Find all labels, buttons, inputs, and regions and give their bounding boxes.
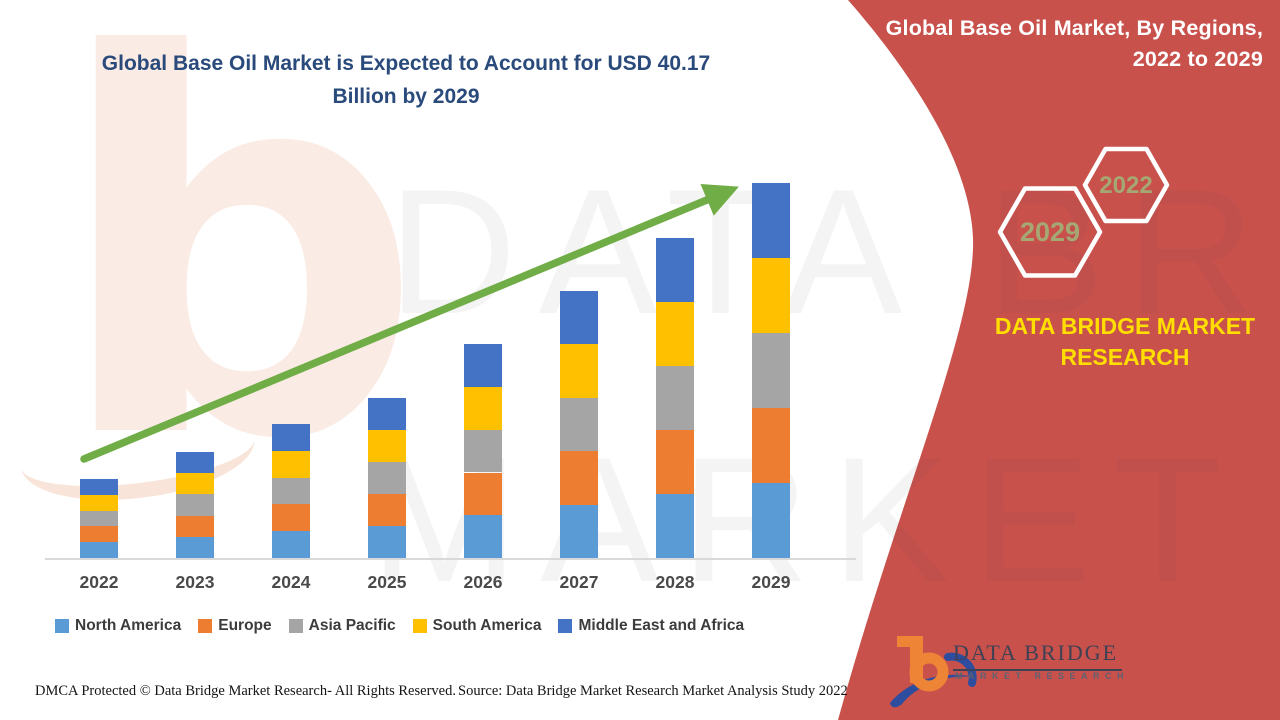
brand-text-line2: RESEARCH (1060, 344, 1190, 370)
company-logo-name: DATA BRIDGE (953, 640, 1123, 671)
bar-segment-2023-europe (176, 515, 214, 537)
bar-segment-2027-middle-east-and-africa (560, 291, 598, 345)
bar-segment-2026-asia-pacific (464, 429, 502, 473)
bar-segment-2023-asia-pacific (176, 494, 214, 516)
bar-segment-2025-asia-pacific (368, 461, 406, 494)
brand-text-line1: DATA BRIDGE MARKET (994, 313, 1256, 339)
legend-item-north-america: North America (55, 617, 181, 635)
bar-segment-2028-europe (656, 429, 694, 494)
hexagon-2029 (997, 186, 1103, 278)
legend-label-middle-east-and-africa: Middle East and Africa (578, 617, 745, 634)
x-axis-label-2025: 2025 (367, 572, 407, 592)
source-note: Source: Data Bridge Market Research Mark… (458, 683, 848, 699)
legend-swatch-europe (198, 619, 213, 633)
x-axis-label-2029: 2029 (751, 572, 791, 592)
bar-segment-2027-europe (560, 451, 598, 505)
bar-segment-2027-south-america (560, 344, 598, 398)
bar-segment-2029-middle-east-and-africa (752, 183, 790, 259)
legend-item-asia-pacific: Asia Pacific (288, 617, 396, 635)
brand-watermark-line2: MARKET RESEARCH (370, 420, 1280, 619)
hexagon-2022-label: 2022 (1099, 172, 1152, 199)
legend-swatch-south-america (412, 619, 427, 633)
bar-segment-2022-europe (80, 526, 118, 543)
bar-segment-2026-south-america (464, 387, 502, 430)
bar-segment-2028-south-america (656, 301, 694, 366)
bar-segment-2028-middle-east-and-africa (656, 237, 694, 302)
hexagon-2022 (1082, 146, 1170, 224)
bar-segment-2025-europe (368, 494, 406, 526)
legend-swatch-middle-east-and-africa (558, 619, 573, 633)
bar-segment-2029-south-america (752, 258, 790, 334)
bar-segment-2024-europe (272, 504, 310, 532)
page-title-line2: Billion by 2029 (332, 85, 480, 108)
company-logo-icon (890, 636, 977, 708)
legend-label-north-america: North America (75, 617, 182, 634)
bar-segment-2025-middle-east-and-africa (368, 397, 406, 430)
page-title-line1: Global Base Oil Market is Expected to Ac… (101, 52, 711, 75)
bar-segment-2025-north-america (368, 526, 406, 558)
bar-segment-2023-north-america (176, 536, 214, 558)
chart-legend: North America Europe Asia Pacific South Ame… (55, 617, 744, 635)
hexagon-2029-label: 2029 (1020, 217, 1080, 247)
x-axis-label-2022: 2022 (79, 572, 119, 592)
x-axis-line (45, 558, 856, 560)
legend-item-south-america: South America (412, 617, 542, 635)
dmca-notice: DMCA Protected © Data Bridge Market Rese… (35, 683, 456, 699)
bar-segment-2022-middle-east-and-africa (80, 479, 118, 495)
bar-segment-2025-south-america (368, 429, 406, 462)
legend-label-asia-pacific: Asia Pacific (308, 617, 396, 634)
x-axis-label-2023: 2023 (175, 572, 215, 592)
bar-segment-2022-north-america (80, 542, 118, 558)
bar-segment-2024-north-america (272, 531, 310, 558)
panel-heading-line2: 2022 to 2029 (1132, 47, 1263, 71)
bar-segment-2028-asia-pacific (656, 365, 694, 430)
company-logo-tagline: MARKET RESEARCH (955, 671, 1130, 681)
bar-segment-2029-europe (752, 408, 790, 484)
legend-label-europe: Europe (218, 617, 272, 634)
bar-segment-2024-south-america (272, 450, 310, 478)
bar-segment-2023-south-america (176, 473, 214, 495)
bar-segment-2022-asia-pacific (80, 510, 118, 527)
x-axis-label-2028: 2028 (655, 572, 695, 592)
bar-segment-2027-north-america (560, 504, 598, 558)
legend-item-europe: Europe (198, 617, 272, 635)
panel-heading-line1: Global Base Oil Market, By Regions, (885, 16, 1263, 40)
bar-segment-2027-asia-pacific (560, 397, 598, 452)
x-axis-label-2024: 2024 (271, 572, 311, 592)
panel-heading: Global Base Oil Market, By Regions, 2022… (763, 13, 1263, 75)
legend-label-south-america: South America (432, 617, 542, 634)
bar-segment-2029-asia-pacific (752, 333, 790, 409)
year-hexagons: 2029 2022 (997, 146, 1170, 278)
bar-segment-2029-north-america (752, 483, 790, 558)
x-axis-label-2027: 2027 (559, 572, 599, 592)
bar-segment-2026-north-america (464, 515, 502, 558)
brand-text: DATA BRIDGE MARKET RESEARCH (985, 311, 1265, 373)
legend-swatch-asia-pacific (288, 619, 303, 633)
bar-segment-2028-north-america (656, 494, 694, 558)
bar-segment-2026-europe (464, 472, 502, 516)
bar-segment-2026-middle-east-and-africa (464, 344, 502, 387)
bar-segment-2023-middle-east-and-africa (176, 452, 214, 474)
legend-item-middle-east-and-africa: Middle East and Africa (558, 617, 744, 635)
page-title: Global Base Oil Market is Expected to Ac… (55, 47, 757, 113)
bar-segment-2022-south-america (80, 494, 118, 511)
bar-segment-2024-middle-east-and-africa (272, 424, 310, 451)
bar-segment-2024-asia-pacific (272, 477, 310, 505)
legend-swatch-north-america (55, 619, 69, 633)
x-axis-label-2026: 2026 (463, 572, 503, 592)
